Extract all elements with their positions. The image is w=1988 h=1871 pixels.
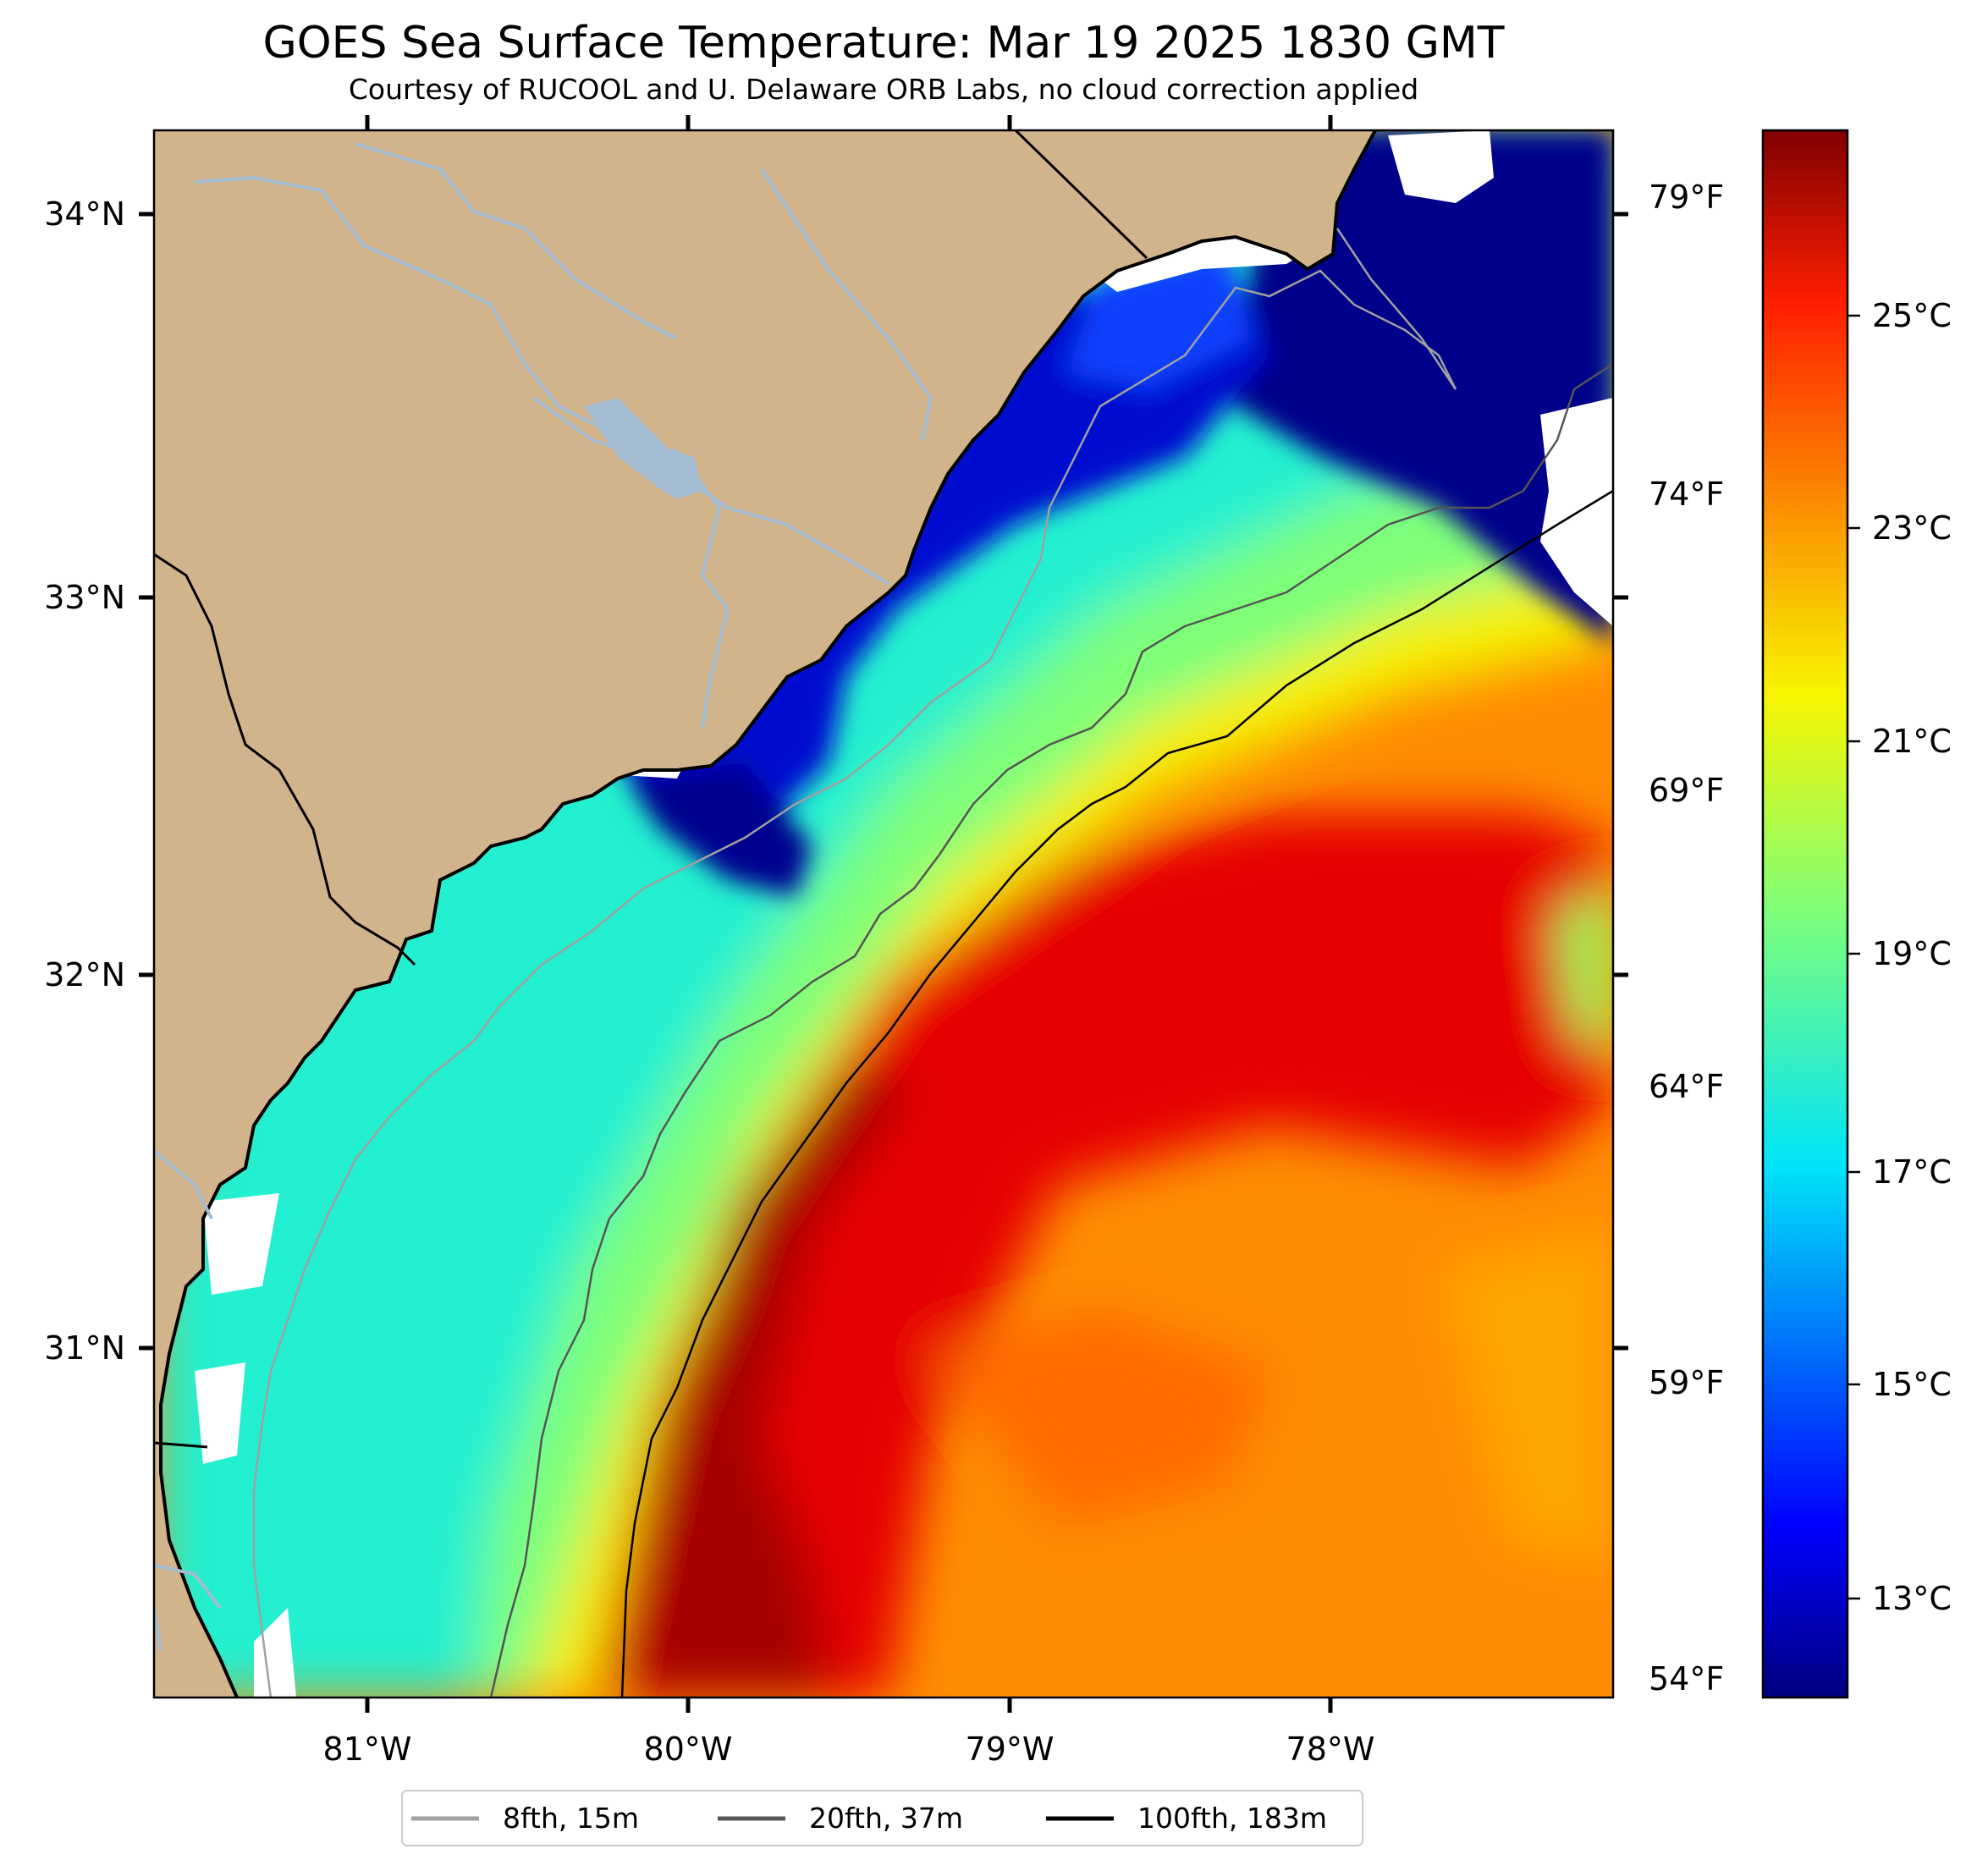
map-title: GOES Sea Surface Temperature: Mar 19 202… <box>262 18 1504 69</box>
fahrenheit-tick-label: 74°F <box>1649 476 1724 513</box>
celsius-tick-label: 13°C <box>1872 1580 1952 1617</box>
map-panel <box>154 130 1613 1698</box>
fahrenheit-tick-label: 64°F <box>1649 1068 1724 1105</box>
lat-tick-label: 34°N <box>44 195 125 233</box>
lon-tick-label: 78°W <box>1286 1731 1375 1768</box>
fahrenheit-tick-label: 59°F <box>1649 1364 1724 1401</box>
map-frame <box>152 129 1615 1699</box>
celsius-tick-label: 15°C <box>1872 1366 1952 1403</box>
isobath-legend: 8fth, 15m 20fth, 37m 100fth, 183m <box>401 1790 1363 1846</box>
lon-axis: 81°W 80°W 79°W 78°W <box>323 115 1375 1768</box>
celsius-tick-label: 17°C <box>1872 1153 1952 1191</box>
nc-sc-border <box>1014 130 1148 260</box>
land <box>154 130 1375 1698</box>
celsius-tick-label: 25°C <box>1872 297 1952 334</box>
coastline <box>159 130 1377 1698</box>
rivers <box>154 142 933 1651</box>
legend-box <box>401 1790 1363 1846</box>
lake-moultrie <box>652 448 694 499</box>
colorbar-gradient <box>1761 129 1849 1699</box>
lat-tick-label: 32°N <box>44 956 125 993</box>
legend-label: 8fth, 15m <box>503 1802 639 1835</box>
celsius-tick-label: 23°C <box>1872 509 1952 547</box>
colorbar: 25°C 23°C 21°C 19°C 17°C 15°C 13°C <box>1761 129 1952 1699</box>
fahrenheit-axis: 79°F 74°F 69°F 64°F 59°F 54°F <box>1649 179 1724 1698</box>
celsius-tick-label: 21°C <box>1872 723 1952 760</box>
legend-label: 100fth, 183m <box>1137 1802 1327 1835</box>
lat-tick-label: 33°N <box>44 579 125 616</box>
fahrenheit-tick-label: 54°F <box>1649 1660 1724 1698</box>
fahrenheit-tick-label: 69°F <box>1649 772 1724 809</box>
lon-tick-label: 80°W <box>644 1731 733 1768</box>
isobath-100fth <box>620 489 1613 1698</box>
fahrenheit-tick-label: 79°F <box>1649 179 1724 216</box>
legend-label: 20fth, 37m <box>809 1802 963 1835</box>
lon-tick-label: 79°W <box>966 1731 1055 1768</box>
celsius-tick-label: 19°C <box>1872 935 1952 972</box>
lat-axis: 34°N 33°N 32°N 31°N <box>44 195 1628 1367</box>
isobath-20fth <box>489 362 1613 1698</box>
ga-fl-border <box>154 1441 208 1449</box>
state-border <box>154 553 416 966</box>
lon-tick-label: 81°W <box>323 1731 412 1768</box>
lat-tick-label: 31°N <box>44 1329 125 1367</box>
map-subtitle: Courtesy of RUCOOL and U. Delaware ORB L… <box>349 73 1418 106</box>
isobath-8fth <box>252 228 1457 1698</box>
